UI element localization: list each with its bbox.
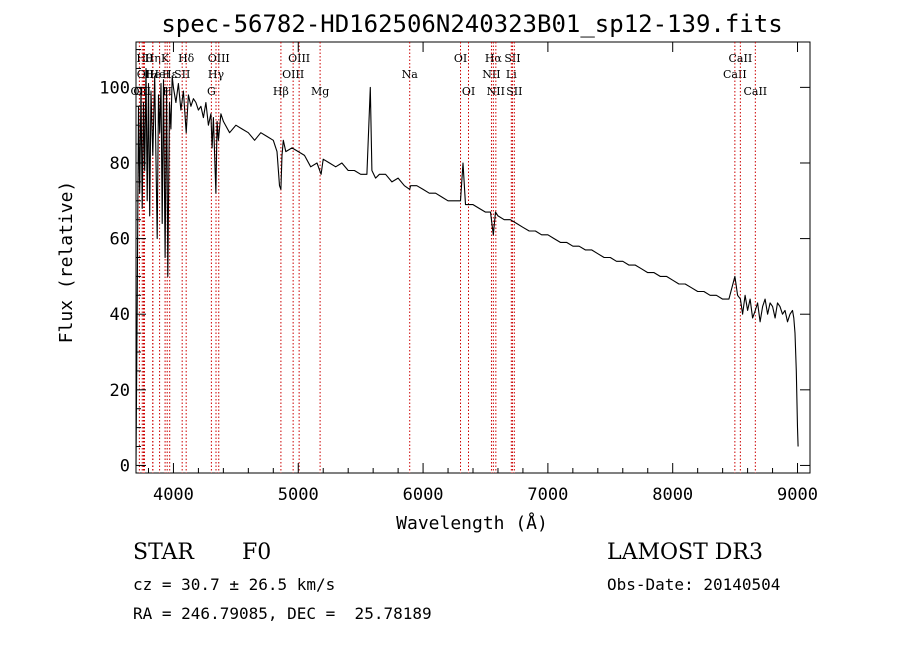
object-subclass: F0 [242, 540, 272, 565]
line-label-3: Hη [145, 52, 161, 65]
y-tick-label-3: 60 [110, 230, 130, 250]
line-label-22: NII [482, 68, 500, 81]
observation-date: Obs-Date: 20140504 [607, 575, 781, 594]
line-label-23: Hα [485, 52, 503, 65]
line-label-17: OIII [288, 52, 310, 65]
chart-title: spec-56782-HD162506N240323B01_sp12-139.f… [161, 10, 782, 38]
line-label-26: SII [504, 52, 520, 65]
line-label-5: He [145, 68, 161, 81]
x-tick-label-2: 6000 [403, 485, 444, 505]
line-label-18: Mg [311, 85, 329, 98]
line-label-20: OI [454, 52, 467, 65]
series-spectrum [135, 67, 799, 466]
line-label-4: OI [137, 68, 150, 81]
line-label-8: H [162, 85, 172, 98]
line-label-12: G [207, 85, 216, 98]
redshift-velocity: cz = 30.7 ± 26.5 km/s [133, 575, 336, 594]
x-tick-label-0: 4000 [153, 485, 194, 505]
line-label-25: Li [506, 68, 517, 81]
line-label-19: Na [402, 68, 419, 81]
object-class: STAR [133, 540, 194, 565]
line-label-21: OI [462, 85, 475, 98]
y-tick-label-5: 100 [99, 78, 130, 98]
y-tick-label-1: 20 [110, 381, 130, 401]
coordinates: RA = 246.79085, DEC = 25.78189 [133, 604, 432, 623]
x-tick-label-5: 9000 [777, 485, 818, 505]
line-label-2: Hθ [136, 52, 153, 65]
line-label-13: Hγ [208, 68, 225, 81]
series-layer [135, 67, 799, 466]
line-label-27: SII [506, 85, 522, 98]
line-label-24: NII [487, 85, 505, 98]
line-label-7: K [161, 52, 170, 65]
y-tick-label-0: 0 [120, 456, 130, 476]
line-label-15: Hβ [273, 85, 289, 98]
line-label-16: OIII [282, 68, 304, 81]
plot-frame [135, 41, 811, 474]
line-label-11: Hδ [178, 52, 195, 65]
x-tick-label-3: 7000 [527, 485, 568, 505]
axes-layer: 4000 5000 6000 7000 8000 9000 0 20 40 60 80 100 [99, 42, 818, 505]
y-tick-label-4: 80 [110, 154, 130, 174]
line-label-28: CaII [723, 68, 747, 81]
line-label-10: SII [174, 68, 190, 81]
line-label-29: CaII [729, 52, 753, 65]
x-axis-label: Wavelength (Å) [396, 512, 548, 534]
y-axis-label: Flux (relative) [56, 181, 77, 344]
line-label-30: CaII [743, 85, 767, 98]
line-label-9: Hε [162, 68, 178, 81]
spectral-line-markers: OIIOIIHθHηOIHeHeIKHHεSIIHδGHγOIIIHβOIIIO… [131, 42, 767, 473]
x-tick-label-1: 5000 [278, 485, 319, 505]
y-tick-label-2: 40 [110, 305, 130, 325]
x-tick-label-4: 8000 [652, 485, 693, 505]
line-label-14: OIII [208, 52, 230, 65]
survey-name: LAMOST DR3 [607, 540, 763, 565]
